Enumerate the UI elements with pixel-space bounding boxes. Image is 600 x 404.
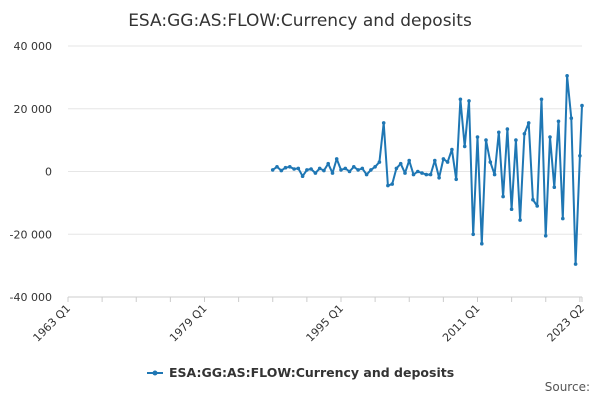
data-point — [569, 116, 574, 120]
data-point — [458, 97, 463, 102]
data-point — [373, 165, 377, 169]
data-point — [309, 167, 313, 171]
data-point — [467, 99, 471, 103]
data-point — [548, 135, 552, 139]
data-point — [300, 174, 305, 178]
data-point — [288, 165, 292, 169]
legend-label: ESA:GG:AS:FLOW:Currency and deposits — [169, 365, 454, 380]
data-point — [386, 183, 390, 188]
data-point — [526, 121, 531, 125]
source-label: Source: — [544, 380, 590, 394]
data-point — [322, 168, 326, 173]
data-point — [484, 138, 488, 142]
data-point — [441, 157, 446, 161]
data-point — [369, 168, 373, 172]
data-point — [471, 232, 476, 237]
data-point — [488, 160, 493, 164]
data-point — [292, 167, 296, 171]
data-point — [416, 169, 420, 174]
data-point — [343, 166, 348, 171]
x-tick-label: 1979 Q1 — [167, 302, 210, 345]
data-point — [556, 119, 561, 124]
x-tick-label: 1963 Q1 — [31, 302, 74, 345]
legend-point-marker — [152, 370, 158, 376]
data-point — [364, 172, 369, 177]
data-point — [347, 169, 352, 174]
data-point — [492, 172, 497, 177]
data-point — [552, 185, 557, 189]
data-point — [390, 182, 395, 186]
data-point — [578, 154, 582, 158]
data-point — [381, 121, 386, 125]
y-tick-label: -20 000 — [10, 228, 52, 241]
data-point — [411, 172, 416, 177]
y-tick-label: -40 000 — [10, 291, 52, 304]
data-point — [407, 158, 412, 163]
data-point — [356, 168, 360, 172]
data-point — [509, 207, 514, 211]
data-point — [462, 144, 467, 149]
data-point — [428, 172, 433, 177]
data-point — [283, 165, 288, 170]
chart-title: ESA:GG:AS:FLOW:Currency and deposits — [128, 11, 472, 31]
data-point — [420, 171, 424, 175]
x-tick-label: 2023 Q2 — [545, 302, 588, 345]
data-point — [531, 197, 535, 202]
data-point — [279, 168, 284, 173]
data-point — [360, 166, 365, 171]
data-point — [445, 160, 450, 164]
data-point — [514, 138, 518, 142]
data-point — [501, 194, 505, 199]
data-point — [454, 177, 459, 182]
data-point — [403, 171, 407, 175]
data-point — [522, 132, 527, 136]
data-point — [565, 74, 569, 78]
data-point — [539, 97, 544, 102]
data-point — [580, 103, 584, 108]
data-point — [497, 130, 501, 135]
data-point — [475, 135, 480, 139]
data-point — [317, 166, 322, 171]
data-point — [352, 165, 356, 169]
data-point — [543, 234, 548, 238]
data-point — [437, 176, 441, 180]
data-point — [535, 204, 539, 208]
data-point — [433, 158, 437, 163]
data-point — [313, 171, 318, 175]
data-point — [339, 168, 343, 172]
data-point — [450, 147, 454, 152]
y-tick-label: 0 — [45, 166, 52, 179]
legend[interactable]: ESA:GG:AS:FLOW:Currency and deposits — [147, 365, 454, 380]
data-point — [424, 172, 429, 177]
series-layer — [270, 74, 584, 266]
data-point — [480, 241, 484, 246]
x-tick-label: 1995 Q1 — [304, 302, 347, 345]
data-point — [573, 262, 578, 266]
data-point — [518, 218, 522, 222]
data-point — [505, 127, 510, 131]
data-point — [377, 160, 382, 164]
x-tick-label: 2011 Q1 — [440, 302, 483, 345]
data-point — [305, 168, 309, 172]
data-point — [398, 161, 403, 166]
y-tick-label: 20 000 — [14, 103, 53, 116]
data-point — [275, 165, 279, 169]
data-point — [334, 157, 339, 161]
y-tick-label: 40 000 — [14, 40, 53, 53]
data-point — [270, 168, 275, 172]
data-point — [326, 161, 331, 166]
data-point — [330, 171, 335, 175]
data-point — [561, 216, 565, 221]
data-point — [296, 166, 301, 171]
data-point — [394, 166, 399, 171]
